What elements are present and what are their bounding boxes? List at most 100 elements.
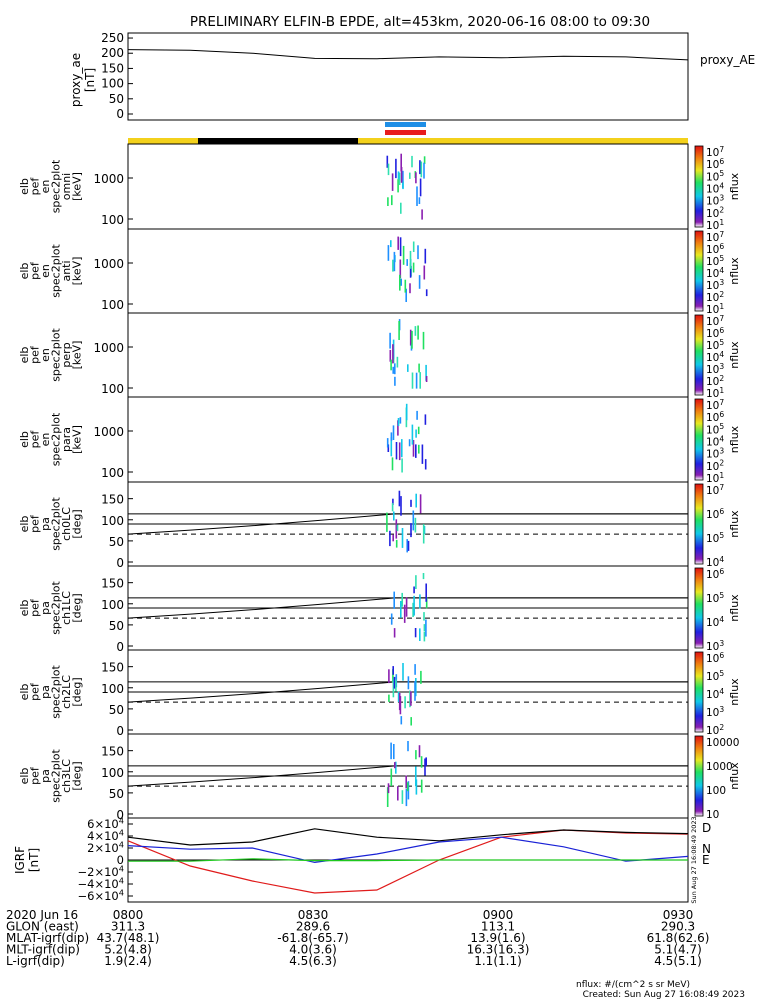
colorbar-label: 10 bbox=[706, 809, 719, 821]
ylabel-line: spec2plot bbox=[50, 412, 63, 466]
ylabel-line: [keV] bbox=[71, 425, 84, 454]
spectrogram-mark bbox=[399, 237, 402, 257]
conjunction-bar-blue bbox=[385, 122, 426, 127]
spectrogram-mark bbox=[409, 283, 411, 294]
spectrogram-mark bbox=[395, 158, 397, 179]
igrf-legend-E: E bbox=[702, 853, 710, 867]
spectrogram-mark bbox=[415, 766, 417, 787]
ylabel-line: [deg] bbox=[71, 509, 84, 538]
colorbar-ch2LC bbox=[694, 651, 704, 733]
proxy-ae-line bbox=[127, 49, 689, 61]
ytick-label: 2×104 bbox=[87, 839, 124, 855]
ytick-label: 50 bbox=[109, 619, 124, 633]
orbit-bar-shadow bbox=[198, 138, 358, 144]
ylabel-line: IGRF bbox=[13, 846, 27, 874]
spectrogram-mark bbox=[405, 403, 408, 421]
colorbar-label: 107 bbox=[706, 483, 724, 497]
spectrogram-mark bbox=[387, 444, 390, 452]
colorbar-label: 106 bbox=[706, 567, 724, 581]
ytick-label: 150 bbox=[101, 661, 124, 675]
spectrogram-mark bbox=[392, 498, 394, 505]
colorbar-title-text: nflux bbox=[728, 341, 741, 369]
table-cell: 0800 bbox=[113, 908, 144, 922]
spectrogram-mark bbox=[418, 745, 421, 758]
ytick-label: 100 bbox=[101, 466, 124, 480]
lc-curve bbox=[127, 765, 688, 787]
ylabel-line: elb bbox=[18, 684, 31, 701]
colorbar-label: 103 bbox=[706, 705, 724, 719]
spectrogram-mark bbox=[392, 344, 394, 364]
colorbar-label: 107 bbox=[706, 230, 724, 244]
colorbar-label: 101 bbox=[706, 471, 724, 485]
spectrogram-mark bbox=[411, 424, 414, 445]
spectrogram-mark bbox=[422, 573, 425, 580]
spectrogram-mark bbox=[405, 288, 407, 302]
ylabel-line: [deg] bbox=[71, 593, 84, 622]
spectrogram-mark bbox=[393, 628, 396, 638]
spectrogram-mark bbox=[421, 209, 423, 220]
spectrogram-mark bbox=[397, 786, 399, 801]
spectrogram-mark bbox=[414, 628, 417, 638]
colorbar-label: 102 bbox=[706, 374, 724, 388]
spectrogram-mark bbox=[391, 173, 394, 191]
ylabel-line: pa bbox=[39, 769, 52, 783]
ytick-label: −6×104 bbox=[78, 887, 125, 903]
spectrogram-mark bbox=[414, 681, 416, 701]
spectrogram-mark bbox=[419, 628, 421, 641]
ylabel-line: elb bbox=[18, 178, 31, 195]
colorbar-omni bbox=[694, 145, 704, 228]
ylabel-line: spec2plot bbox=[50, 244, 63, 298]
spectrogram-mark bbox=[416, 186, 418, 206]
ytick-label: 100 bbox=[101, 382, 124, 396]
spectrogram-mark bbox=[409, 690, 411, 708]
spectrogram-mark bbox=[403, 604, 406, 623]
spectrogram-mark bbox=[387, 245, 390, 261]
spectrogram-mark bbox=[411, 372, 414, 389]
colorbar-perp bbox=[694, 314, 704, 396]
spectrogram-mark bbox=[400, 202, 402, 214]
table-cell: 43.7(48.1) bbox=[97, 931, 160, 945]
spectrogram-mark bbox=[407, 676, 410, 690]
spectrogram-mark bbox=[398, 321, 400, 340]
spectrogram-mark bbox=[392, 366, 394, 374]
spectrogram-mark bbox=[415, 372, 418, 389]
orbit-table: 2020 Jun 16 0800 0830 0900 0930 GLON (east) 31… bbox=[6, 908, 709, 968]
spectrogram-mark bbox=[397, 420, 399, 436]
ytick-label: 150 bbox=[101, 61, 124, 75]
ylabel-line: [nT] bbox=[83, 68, 97, 92]
panel-frame-omni bbox=[127, 143, 689, 230]
spectrogram-mark bbox=[393, 251, 396, 272]
spectrogram-mark bbox=[398, 693, 401, 711]
ylabel-line: [keV] bbox=[71, 341, 84, 370]
spectrogram-mark bbox=[415, 444, 417, 458]
colorbar-label: 107 bbox=[706, 398, 724, 412]
spectrogram-mark bbox=[390, 437, 393, 457]
spectrogram-mark bbox=[425, 376, 428, 382]
ytick-label: 0 bbox=[116, 724, 124, 738]
spectrogram-mark bbox=[401, 439, 403, 458]
table-cell: 1.1(1.1) bbox=[474, 954, 522, 968]
table-cell: 290.3 bbox=[661, 920, 695, 934]
ylabel-line: en bbox=[39, 180, 52, 194]
spectrogram-mark bbox=[416, 410, 418, 420]
spectrogram-mark bbox=[415, 750, 417, 760]
spectrogram-mark bbox=[397, 691, 400, 703]
spectrogram-mark bbox=[399, 274, 401, 291]
colorbar-label: 107 bbox=[706, 314, 724, 328]
colorbar-title: nflux bbox=[728, 172, 741, 200]
spectrogram-mark bbox=[411, 330, 413, 349]
spectrogram-mark bbox=[392, 678, 395, 698]
spectrogram-mark bbox=[418, 275, 421, 289]
spectrogram-mark bbox=[424, 459, 427, 470]
spectrogram-mark bbox=[415, 172, 417, 184]
colorbar-label: 105 bbox=[706, 254, 724, 268]
ytick-label: 1000 bbox=[93, 341, 124, 355]
lc-curve bbox=[127, 597, 688, 619]
spectrogram-mark bbox=[405, 597, 408, 617]
colorbar-label: 103 bbox=[706, 193, 724, 207]
table-row-label: L-igrf(dip) bbox=[6, 954, 65, 968]
spectrogram-mark bbox=[389, 332, 391, 349]
